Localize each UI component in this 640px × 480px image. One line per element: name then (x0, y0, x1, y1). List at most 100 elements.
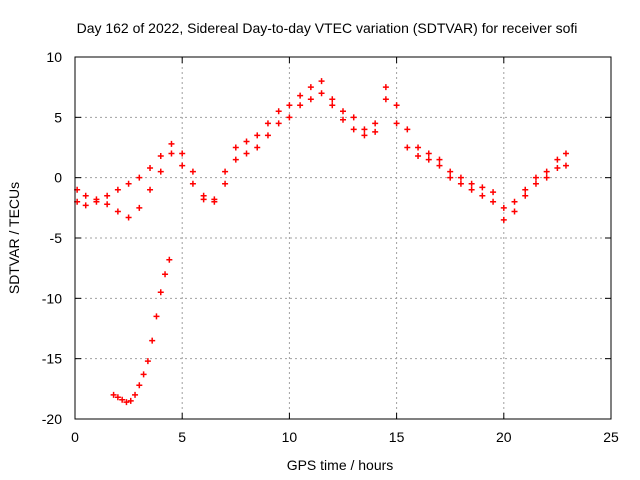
x-axis-label: GPS time / hours (287, 457, 394, 473)
data-point (157, 289, 164, 296)
data-point (82, 192, 89, 199)
data-point (350, 114, 357, 121)
data-point (179, 162, 186, 169)
axis-ticks: 0 5 10 15 20 25 -20 -15 -10 -5 0 5 10 (42, 49, 619, 445)
data-point (222, 168, 229, 175)
data-point (562, 150, 569, 157)
data-point (114, 208, 121, 215)
data-point (286, 114, 293, 121)
data-point (162, 271, 169, 278)
data-point (447, 174, 454, 181)
data-point (340, 116, 346, 123)
data-point (144, 358, 151, 365)
data-point (140, 371, 147, 378)
data-point (382, 84, 389, 91)
data-point (136, 382, 143, 389)
data-point (232, 156, 239, 163)
chart-title: Day 162 of 2022, Sidereal Day-to-day VTE… (77, 20, 578, 36)
data-point (350, 126, 357, 133)
y-axis-label: SDTVAR / TECUs (6, 182, 22, 294)
x-tick-label: 20 (496, 429, 512, 445)
data-point (382, 96, 389, 103)
data-point (297, 92, 304, 99)
data-point (254, 132, 261, 139)
data-point (393, 102, 400, 109)
data-point (307, 96, 314, 103)
data-point (479, 192, 486, 199)
data-point (93, 198, 100, 205)
x-tick-label: 5 (178, 429, 186, 445)
data-point (149, 337, 156, 344)
data-point (490, 198, 497, 205)
x-tick-label: 25 (603, 429, 619, 445)
data-point (189, 168, 196, 175)
y-tick-label: -10 (42, 290, 62, 306)
data-point (232, 144, 239, 151)
data-point (211, 198, 218, 205)
data-point (436, 156, 443, 163)
data-point (147, 186, 154, 193)
data-point (114, 394, 121, 401)
data-point (189, 180, 196, 187)
data-point (104, 201, 111, 208)
data-point (125, 214, 132, 221)
data-point (543, 174, 550, 181)
series-low-arc (110, 256, 173, 406)
data-point (415, 152, 422, 159)
data-point (447, 168, 454, 175)
data-point (468, 180, 475, 187)
data-point (104, 192, 111, 199)
data-point (468, 186, 475, 193)
x-tick-label: 10 (282, 429, 298, 445)
data-point (415, 144, 422, 151)
y-tick-label: 5 (54, 109, 62, 125)
data-point (318, 90, 325, 97)
data-point (340, 108, 346, 115)
data-point (254, 144, 261, 151)
data-point (166, 256, 173, 263)
data-point (243, 138, 250, 145)
data-point (372, 120, 379, 127)
data-point (200, 196, 207, 203)
data-point (393, 120, 400, 127)
x-tick-label: 0 (71, 429, 79, 445)
data-point (114, 186, 121, 193)
data-point (522, 192, 529, 199)
data-point (511, 198, 518, 205)
data-point (136, 204, 143, 211)
data-point (179, 150, 186, 157)
data-point (490, 189, 497, 196)
data-point (329, 96, 336, 103)
data-point (532, 174, 539, 181)
data-point (119, 396, 126, 403)
data-point (157, 168, 164, 175)
data-point (168, 140, 175, 147)
data-point (361, 126, 368, 133)
data-point (243, 150, 250, 157)
data-point (110, 391, 117, 398)
data-point (275, 120, 282, 127)
x-tick-label: 15 (389, 429, 405, 445)
data-point (361, 132, 368, 139)
data-point (132, 391, 139, 398)
data-point (125, 180, 132, 187)
data-point (136, 174, 143, 181)
data-point (329, 102, 336, 109)
data-point (264, 132, 271, 139)
y-tick-label: -20 (42, 411, 62, 427)
data-point (222, 180, 229, 187)
y-tick-label: 0 (54, 170, 62, 186)
data-point (153, 313, 160, 320)
data-point (404, 144, 411, 151)
data-point (425, 156, 432, 163)
data-point (532, 180, 539, 187)
data-point (147, 165, 154, 172)
data-point (82, 202, 89, 209)
data-marks (74, 78, 569, 406)
data-point (500, 216, 507, 223)
data-point (554, 156, 561, 163)
data-point (511, 208, 518, 215)
data-point (264, 120, 271, 127)
data-point (436, 162, 443, 169)
